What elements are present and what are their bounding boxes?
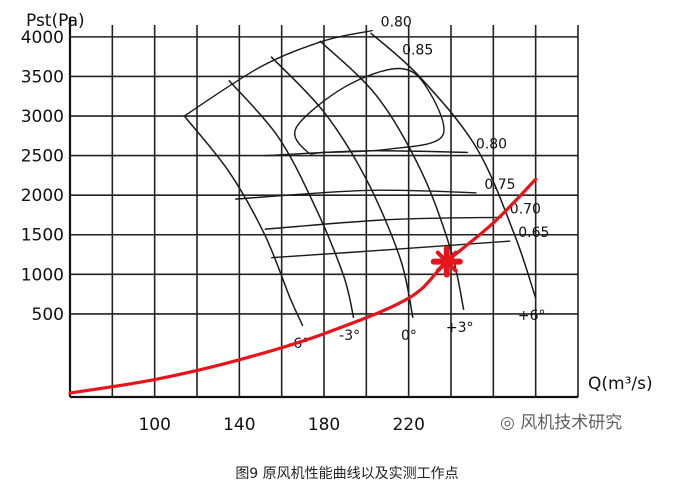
operating-point-marker — [430, 245, 463, 278]
y-tick-label: 3500 — [21, 67, 64, 87]
efficiency-label: 0.80 — [476, 136, 507, 152]
curve-labels: -6° -3° 0° +3°+6°0.800.850.800.750.700.65 — [288, 15, 549, 352]
efficiency-label: 0.65 — [518, 225, 549, 241]
y-tick-label: 1500 — [21, 226, 64, 246]
axes — [68, 18, 578, 399]
y-axis-label: Pst(Pa) — [26, 11, 85, 31]
marker-bar-diagonal — [435, 250, 458, 273]
efficiency-label: 0.80 — [381, 15, 412, 31]
y-tick-label: 4000 — [21, 28, 64, 48]
blade-angle-curve — [228, 79, 355, 319]
tick-labels: 500 1000 1500 2000 2500 3000 3500 4000 100 140 180… — [21, 28, 425, 435]
y-tick-label: 2000 — [21, 186, 64, 206]
blade-angle-label: +6° — [518, 308, 546, 324]
blade-angle-curve — [270, 56, 414, 319]
y-tick-label: 1000 — [21, 265, 64, 285]
x-tick-label: 100 — [138, 415, 170, 435]
x-tick-label: 180 — [308, 415, 340, 435]
blade-angle-label: 0° — [401, 328, 417, 344]
efficiency-label: 0.70 — [510, 201, 541, 217]
system-curve-layer — [68, 177, 538, 395]
blade-angle-label: +3° — [446, 320, 474, 336]
blade-angle-curve — [183, 115, 304, 327]
efficiency-curve — [235, 189, 477, 200]
x-tick-label: 220 — [392, 415, 424, 435]
blade-angle-label: -3° — [339, 328, 360, 344]
figure-caption: 图9 原风机性能曲线以及实测工作点 — [235, 466, 459, 482]
watermark: ◎ 风机技术研究 — [500, 408, 622, 433]
x-axis-label: Q(m³/s) — [588, 374, 653, 394]
blade-angle-curve — [370, 32, 537, 299]
efficiency-curve — [294, 67, 445, 155]
efficiency-curve — [271, 240, 511, 259]
watermark-icon: ◎ — [500, 413, 515, 433]
efficiency-curve — [183, 29, 373, 117]
efficiency-curve — [264, 150, 468, 157]
y-tick-label: 2500 — [21, 147, 64, 167]
system-curve — [68, 177, 538, 395]
efficiency-curve — [264, 216, 502, 230]
y-tick-label: 3000 — [21, 107, 64, 127]
y-tick-label: 500 — [32, 305, 64, 325]
grid — [70, 25, 579, 397]
watermark-text: 风机技术研究 — [520, 413, 623, 433]
x-tick-label: 140 — [223, 415, 255, 435]
efficiency-label: 0.75 — [484, 177, 515, 193]
performance-curves — [183, 29, 537, 327]
efficiency-label: 0.85 — [402, 43, 433, 59]
